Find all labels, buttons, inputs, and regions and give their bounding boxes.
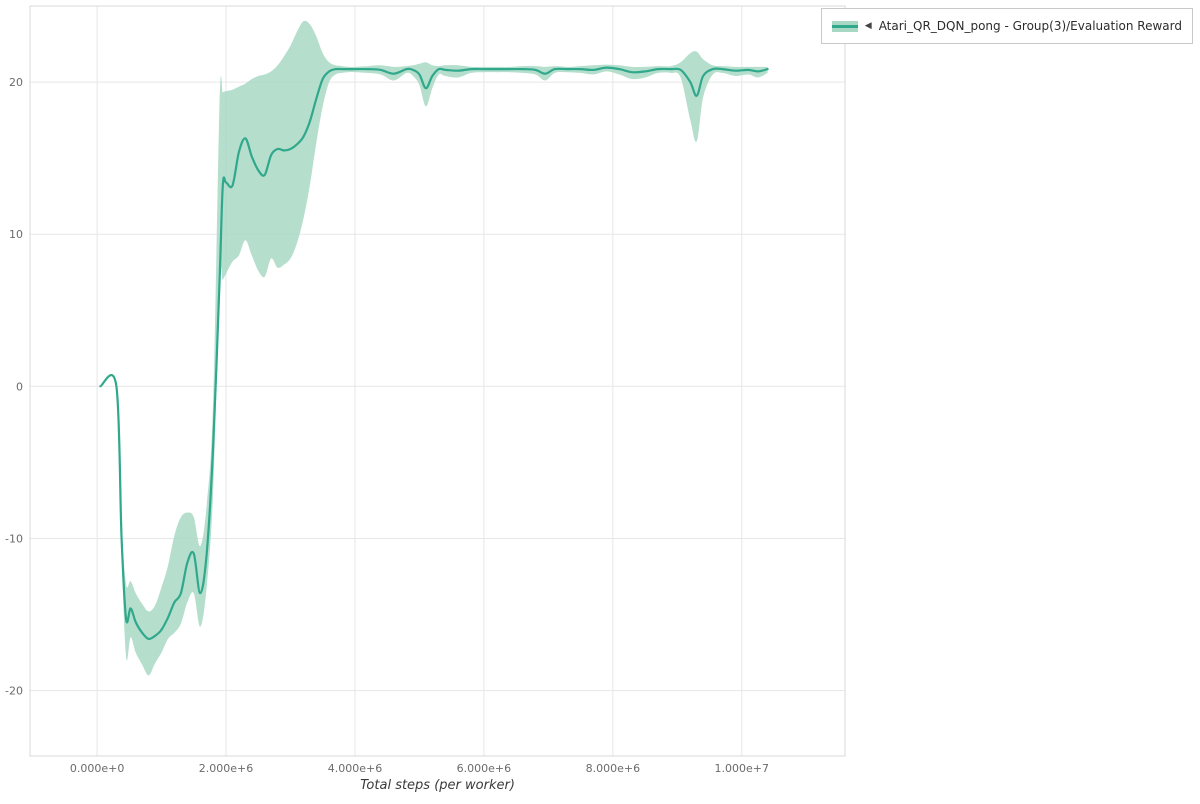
x-tick-label: 8.000e+6 [586,762,640,775]
legend-item-label: Atari_QR_DQN_pong - Group(3)/Evaluation … [878,19,1182,33]
x-tick-label: 1.000e+7 [715,762,769,775]
y-tick-label: 10 [9,228,23,241]
series-line [99,66,769,641]
x-tick-label: 4.000e+6 [328,762,382,775]
x-tick-label: 2.000e+6 [199,762,253,775]
plot-border [29,5,846,757]
x-tick-label: 6.000e+6 [457,762,511,775]
y-tick-label: -20 [5,685,23,698]
legend-series-marker-icon [831,20,858,33]
y-tick-label: 20 [9,76,23,89]
x-tick-label: 0.000e+0 [70,762,124,775]
legend-item[interactable]: ◀ Atari_QR_DQN_pong - Group(3)/Evaluatio… [831,19,1182,33]
legend-line-swatch [831,24,858,28]
y-tick-label: -10 [5,533,23,546]
legend-collapse-icon[interactable]: ◀ [864,20,872,31]
legend: ◀ Atari_QR_DQN_pong - Group(3)/Evaluatio… [820,8,1193,44]
series-band [100,20,768,676]
x-axis-title: Total steps (per worker) [360,778,515,793]
y-tick-label: 0 [16,380,23,393]
